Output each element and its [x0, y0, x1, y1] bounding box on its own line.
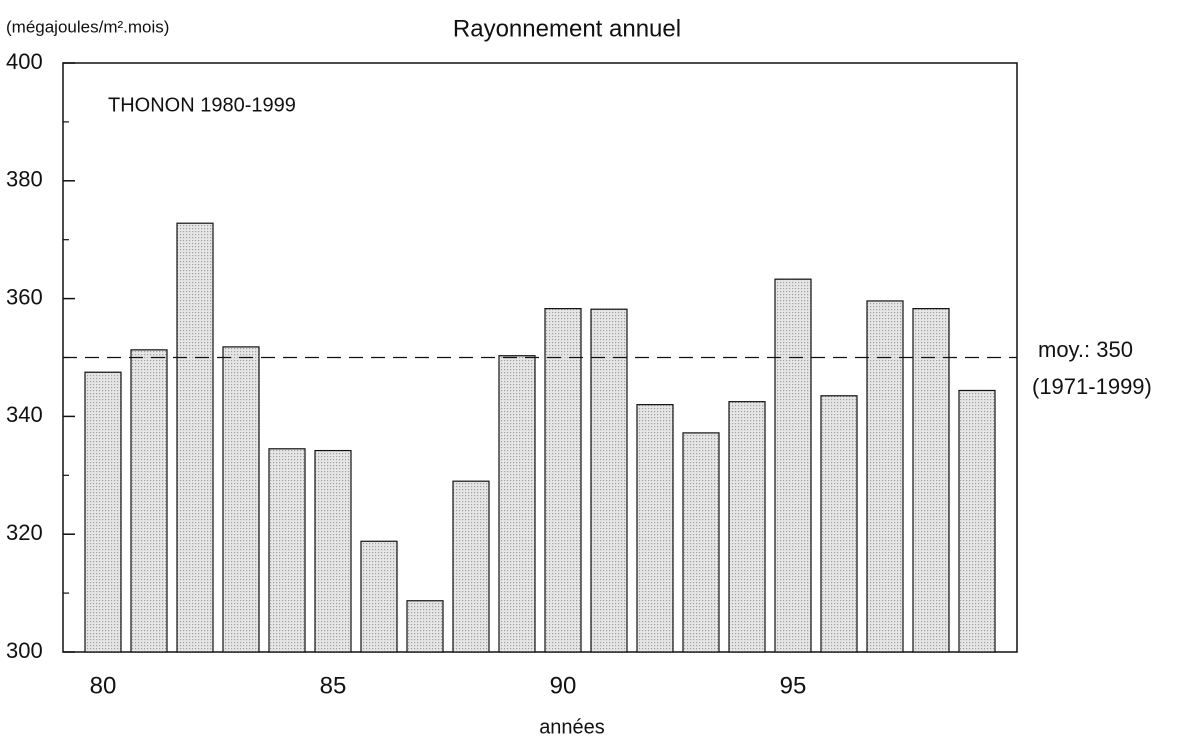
bar: [130, 349, 168, 653]
bar: [544, 308, 582, 653]
bar: [774, 278, 812, 653]
mean-period: (1971-1999): [1032, 374, 1152, 399]
x-tick-label: 85: [320, 672, 347, 699]
y-tick-label: 320: [6, 520, 43, 545]
y-tick-label: 380: [6, 167, 43, 192]
bar: [222, 346, 260, 653]
y-tick-label: 340: [6, 402, 43, 427]
x-tick-label: 80: [90, 672, 117, 699]
y-tick-label: 400: [6, 49, 43, 74]
x-axis-label: années: [539, 716, 605, 738]
y-tick-label: 360: [6, 284, 43, 309]
bar: [912, 308, 950, 653]
x-tick-label: 95: [780, 672, 807, 699]
bar: [84, 371, 122, 653]
bar: [406, 600, 444, 653]
bar: [314, 449, 352, 653]
bar: [636, 404, 674, 653]
bar: [958, 389, 996, 653]
x-tick-label: 90: [550, 672, 577, 699]
bar: [176, 222, 214, 653]
bar: [360, 540, 398, 653]
chart-title: Rayonnement annuel: [453, 15, 681, 42]
mean-label: moy.: 350: [1038, 337, 1133, 362]
y-axis-label: (mégajoules/m².mois): [6, 17, 169, 36]
bar: [498, 355, 536, 653]
bar: [452, 480, 490, 653]
bar: [682, 432, 720, 653]
annotation: THONON 1980-1999: [108, 94, 296, 116]
bar: [820, 395, 858, 653]
y-tick-label: 300: [6, 638, 43, 663]
bar: [728, 401, 766, 653]
bar: [866, 300, 904, 653]
bar: [590, 308, 628, 653]
bar: [268, 448, 306, 653]
